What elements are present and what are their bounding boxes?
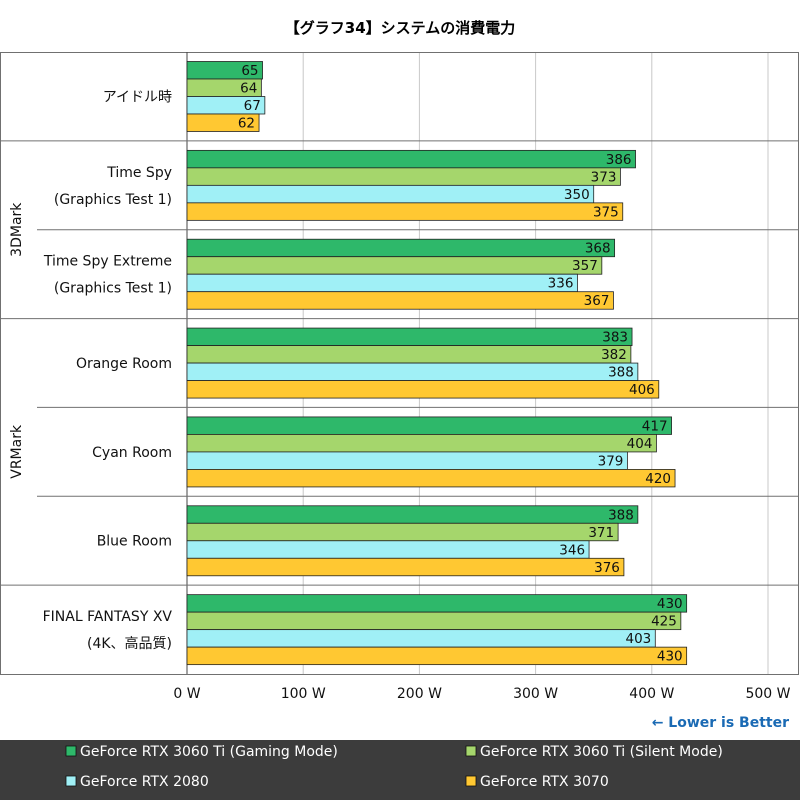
x-tick-label: 200 W — [397, 686, 442, 702]
bar-value-label: 336 — [548, 276, 574, 292]
bar-value-label: 430 — [657, 649, 683, 665]
bar — [187, 469, 675, 487]
bar-value-label: 425 — [651, 614, 677, 630]
bar-value-label: 357 — [572, 258, 598, 274]
x-tick-label: 300 W — [513, 686, 558, 702]
legend-swatch — [66, 746, 76, 756]
bar — [187, 328, 632, 346]
power-consumption-chart: 【グラフ34】システムの消費電力 65 6467 62 386373350375 368… — [0, 0, 800, 800]
bar-value-label: 386 — [606, 152, 632, 168]
bar-value-label: 403 — [626, 631, 652, 647]
bar — [187, 150, 636, 168]
category-label: (Graphics Test 1) — [54, 192, 172, 208]
bar-value-label: 404 — [627, 436, 653, 452]
bar-value-label: 383 — [602, 330, 628, 346]
x-tick-label: 500 W — [745, 686, 790, 702]
bar — [187, 612, 681, 630]
bar-value-label: 376 — [594, 560, 620, 576]
bar — [187, 541, 589, 559]
bar-value-label: 430 — [657, 596, 683, 612]
bar — [187, 595, 687, 613]
legend-label: GeForce RTX 2080 — [80, 774, 209, 790]
bar — [187, 381, 659, 399]
category-label: Time Spy Extreme — [43, 254, 172, 270]
bar-value-label: 420 — [645, 471, 671, 487]
bar-value-label: 65 — [241, 63, 258, 79]
bar — [187, 168, 620, 186]
bar — [187, 363, 638, 381]
lower-is-better-note: ← Lower is Better — [652, 715, 789, 731]
bar — [187, 203, 623, 221]
bar — [187, 452, 627, 470]
bar-value-label: 368 — [585, 241, 611, 257]
x-tick-label: 400 W — [629, 686, 674, 702]
bar — [187, 346, 631, 364]
x-tick-label: 100 W — [281, 686, 326, 702]
category-label: アイドル時 — [103, 89, 172, 105]
bar — [187, 417, 672, 435]
bar-value-label: 62 — [238, 116, 255, 132]
bar-value-label: 346 — [559, 542, 585, 558]
bar — [187, 185, 594, 203]
bar — [187, 274, 577, 292]
bar-value-label: 371 — [588, 525, 614, 541]
bar — [187, 292, 613, 310]
chart-title: 【グラフ34】システムの消費電力 — [285, 19, 515, 37]
category-label: Time Spy — [106, 165, 172, 181]
bar-value-label: 382 — [601, 347, 627, 363]
bar-value-label: 388 — [608, 507, 634, 523]
legend-swatch — [66, 776, 76, 786]
category-label: Orange Room — [76, 356, 172, 372]
bar — [187, 239, 615, 257]
category-label: Blue Room — [97, 534, 172, 550]
group-label: 3DMark — [9, 202, 25, 257]
bar-value-label: 367 — [584, 293, 610, 309]
bar-value-label: 64 — [240, 81, 257, 97]
bar — [187, 434, 656, 452]
legend-label: GeForce RTX 3060 Ti (Silent Mode) — [480, 744, 723, 760]
group-label: VRMark — [9, 424, 25, 479]
bar — [187, 647, 687, 665]
bar-value-label: 373 — [591, 169, 617, 185]
bar-value-label: 417 — [642, 418, 668, 434]
bar-value-label: 406 — [629, 382, 655, 398]
bar-value-label: 375 — [593, 204, 619, 220]
bar — [187, 630, 655, 648]
bar — [187, 506, 638, 524]
legend-label: GeForce RTX 3060 Ti (Gaming Mode) — [80, 744, 338, 760]
bar — [187, 523, 618, 541]
category-label: FINAL FANTASY XV — [43, 609, 173, 625]
legend-swatch — [466, 776, 476, 786]
bar — [187, 558, 624, 576]
bar-value-label: 350 — [564, 187, 590, 203]
legend: GeForce RTX 3060 Ti (Gaming Mode) GeForce… — [0, 740, 800, 800]
category-label: (4K、高品質) — [87, 635, 172, 652]
category-label: (Graphics Test 1) — [54, 281, 172, 297]
category-labels: 3DMark VRMark アイドル時 Time Spy (Graphics Test … — [9, 89, 172, 652]
bar-value-label: 67 — [244, 98, 261, 114]
category-label: Cyan Room — [92, 445, 172, 461]
legend-swatch — [466, 746, 476, 756]
bar-value-label: 379 — [598, 453, 624, 469]
x-tick-label: 0 W — [173, 686, 200, 702]
x-axis-ticks: 0 W 100 W 200 W 300 W 400 W 500 W — [173, 686, 790, 702]
bar-value-label: 388 — [608, 365, 634, 381]
bar — [187, 257, 602, 275]
legend-label: GeForce RTX 3070 — [480, 774, 609, 790]
